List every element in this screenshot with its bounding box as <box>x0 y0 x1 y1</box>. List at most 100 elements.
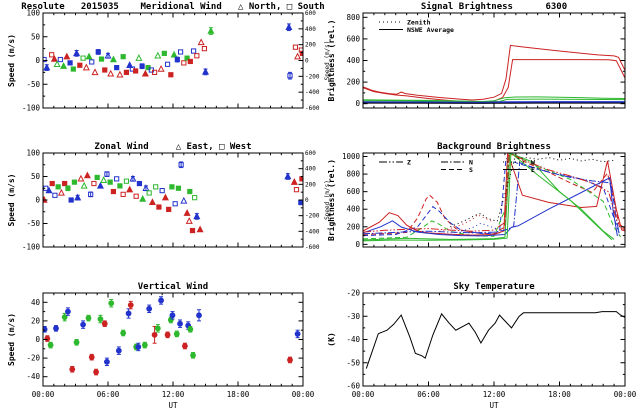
x-tick-label: 18:00 <box>548 390 571 399</box>
plot-area <box>43 23 303 80</box>
y-tick-label: 400 <box>346 205 360 214</box>
data-point <box>197 38 205 46</box>
data-point <box>47 341 54 349</box>
series-green-E2 <box>363 153 613 242</box>
data-point <box>290 178 298 185</box>
series-red-E <box>363 153 625 236</box>
square-marker <box>57 56 63 63</box>
data-point <box>190 48 197 54</box>
y-tick-label: 1000 <box>342 152 361 161</box>
triangle-marker <box>63 52 71 60</box>
data-point <box>126 61 134 68</box>
data-point <box>169 311 176 320</box>
triangle-marker <box>73 49 81 57</box>
circle-marker <box>65 308 71 315</box>
circle-marker <box>146 305 153 312</box>
triangle-marker <box>53 60 61 67</box>
data-point <box>114 65 120 71</box>
triangle-marker <box>183 209 191 216</box>
data-point <box>65 185 71 192</box>
data-point <box>123 69 130 75</box>
legend-label: W <box>531 159 535 167</box>
circle-marker <box>93 369 99 375</box>
data-point <box>168 72 174 78</box>
x-tick-label: 06:00 <box>417 390 440 399</box>
square-marker <box>133 193 139 199</box>
triangle-marker <box>74 193 82 201</box>
data-point <box>285 23 293 32</box>
data-point <box>102 67 108 73</box>
series-red-S <box>363 153 625 235</box>
circle-marker <box>187 326 194 333</box>
y2-tick-label: 600 <box>305 150 316 157</box>
circle-marker <box>115 347 122 354</box>
square-marker <box>151 69 158 75</box>
panel-title: Vertical Wind <box>138 281 208 292</box>
circle-marker <box>73 339 80 346</box>
triangle-marker <box>116 70 124 78</box>
data-point <box>146 304 153 314</box>
y-tick-label: -40 <box>346 335 360 344</box>
circle-marker <box>69 366 76 373</box>
y-tick-label: 40 <box>31 298 41 307</box>
data-point <box>133 193 139 199</box>
square-marker <box>110 188 117 195</box>
data-point <box>156 204 162 210</box>
triangle-marker <box>109 55 117 63</box>
data-point <box>52 192 58 198</box>
plot-area <box>43 161 303 234</box>
triangle-marker <box>157 64 165 72</box>
axes-frame <box>42 292 304 387</box>
y-tick-label: -50 <box>26 219 40 228</box>
data-point <box>139 63 145 70</box>
data-point <box>80 320 86 329</box>
square-marker <box>98 56 105 62</box>
y-tick-label: 800 <box>346 13 360 22</box>
data-point <box>85 314 92 322</box>
plot-area <box>43 296 301 376</box>
y-axis-label: Speed (m/s) <box>7 174 16 227</box>
triangle-marker <box>170 50 178 58</box>
data-point <box>104 51 112 59</box>
data-point <box>292 44 299 50</box>
data-point <box>71 179 78 185</box>
data-point <box>148 198 156 206</box>
y2-tick-label: 400 <box>305 166 316 173</box>
triangle-marker <box>154 51 162 59</box>
triangle-marker <box>126 185 134 193</box>
data-point <box>125 308 132 319</box>
data-point <box>117 183 123 189</box>
data-point <box>146 190 152 196</box>
legend-label: N <box>469 159 473 167</box>
data-point <box>177 319 183 328</box>
triangle-marker <box>77 174 85 182</box>
data-point <box>201 46 208 52</box>
data-point <box>57 56 63 63</box>
data-point <box>192 195 198 201</box>
circle-marker <box>169 312 176 319</box>
square-marker <box>174 56 180 63</box>
data-point <box>169 184 175 190</box>
panel-zonal-wind: -100 -50 0 50 100 Speed (m/s) 600 400 200 0 -200 -4… <box>7 141 331 252</box>
data-point <box>62 180 68 187</box>
circle-marker <box>141 342 148 348</box>
x-tick-label: 18:00 <box>227 390 250 399</box>
data-point <box>141 69 149 77</box>
square-marker <box>123 69 130 75</box>
data-point <box>193 212 201 220</box>
legend-label: Z <box>407 159 411 167</box>
square-marker <box>164 61 171 67</box>
data-point <box>127 300 134 310</box>
triangle-marker <box>83 171 91 179</box>
y-tick-label: 600 <box>346 187 360 196</box>
data-point <box>104 357 110 367</box>
plot-area <box>365 311 625 369</box>
data-point <box>73 49 81 57</box>
circle-marker <box>44 335 51 342</box>
square-marker <box>117 183 123 189</box>
circle-marker <box>173 331 180 337</box>
y2-tick-label: 0 <box>305 58 309 65</box>
data-point <box>177 49 184 55</box>
data-point <box>91 68 99 76</box>
square-marker <box>192 195 198 201</box>
